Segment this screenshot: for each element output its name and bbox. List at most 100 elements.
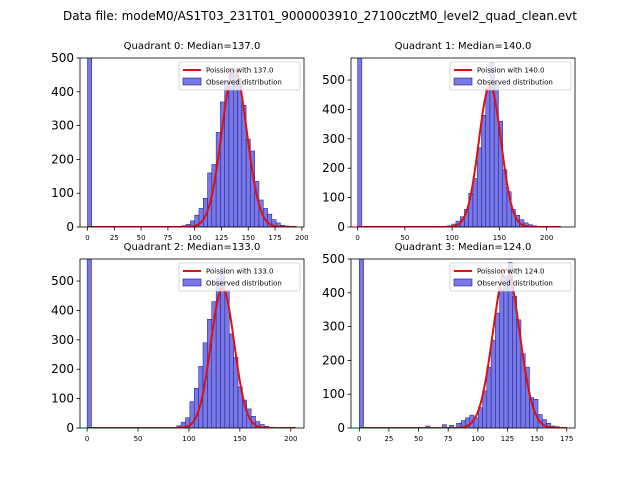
quadrant-0-title: Quadrant 0: Median=137.0: [124, 41, 261, 52]
quadrant-3-legend-box: [449, 262, 572, 292]
quadrant-2-ytick-label: 500: [51, 274, 74, 288]
quadrant-2-xtick-label: 200: [284, 435, 297, 443]
quadrant-0-ytick-label: 300: [51, 119, 74, 133]
figure-suptitle: Data file: modeM0/AS1T03_231T01_90000039…: [63, 9, 577, 23]
quadrant-3-legend-hist-swatch: [453, 278, 473, 287]
quadrant-1-axes-frame: [350, 57, 576, 228]
quadrant-2-title: Quadrant 2: Median=133.0: [124, 242, 261, 253]
quadrant-1-legend-curve-label: Poission with 140.0: [477, 67, 545, 75]
quadrant-3-ytick-label: 100: [322, 387, 345, 401]
quadrant-3-xtick-label: 75: [444, 435, 453, 443]
quadrant-1-legend-hist-label: Observed distribution: [477, 79, 553, 87]
quadrant-3-ytick-label: 0: [337, 421, 345, 435]
quadrant-1-ytick-label: 0: [337, 220, 345, 234]
quadrant-0-legend-hist-swatch: [182, 77, 202, 86]
quadrant-0-histogram-bar: [275, 222, 281, 227]
quadrant-0-xtick-label: 175: [268, 234, 281, 242]
quadrant-2-axes-frame: [79, 258, 305, 429]
quadrant-0-axes-frame: [79, 57, 305, 228]
quadrant-0-poisson-curve: [87, 68, 297, 227]
quadrant-0-histogram-bar: [233, 71, 238, 227]
quadrant-1-title: Quadrant 1: Median=140.0: [395, 41, 532, 52]
quadrant-3-histogram-bar: [490, 339, 496, 428]
quadrant-0-xtick-label: 150: [242, 234, 255, 242]
quadrant-3-histogram-bar: [359, 259, 364, 428]
quadrant-3-axes-frame: [350, 258, 576, 429]
quadrant-2-ytick-label: 300: [51, 333, 74, 347]
quadrant-2-histogram-bar: [86, 259, 92, 428]
quadrant-2-legend-box: [178, 262, 301, 292]
quadrant-1-plot: 0 100 200 300 400 500 0 50 100 150 200 Quadrant 1: …: [322, 41, 576, 242]
quadrant-0-histogram-bar: [228, 72, 234, 227]
quadrant-1-poisson-curve: [357, 84, 561, 227]
quadrant-0-ytick-label: 200: [51, 152, 74, 166]
quadrant-2-xtick-label: 50: [134, 435, 143, 443]
quadrant-0-ytick-label: 0: [66, 220, 74, 234]
quadrant-2-histogram-bar: [229, 333, 234, 428]
quadrant-3-plot: 0 100 200 300 400 500 0 25 50 75 100 125 150 175 Quadr…: [322, 242, 576, 443]
quadrant-3-xtick-label: 0: [357, 435, 361, 443]
quadrant-1-legend-hist-swatch: [453, 77, 473, 86]
quadrant-1-histogram-bar: [485, 88, 491, 227]
quadrant-2-plot: 0 100 200 300 400 500 0 50 100 150 200 Quadrant 2: …: [51, 242, 305, 443]
quadrant-1-xtick-label: 50: [400, 234, 409, 242]
quadrant-0-legend-hist-label: Observed distribution: [206, 79, 282, 87]
quadrant-2-legend-hist-label: Observed distribution: [206, 280, 282, 288]
quadrant-0-xtick-label: 125: [215, 234, 228, 242]
quadrant-2-poisson-curve: [87, 287, 296, 428]
quadrant-3-xtick-label: 50: [414, 435, 423, 443]
quadrant-3-legend-hist-label: Observed distribution: [477, 280, 553, 288]
quadrant-2-xtick-label: 100: [182, 435, 195, 443]
quadrant-3-histogram-bar: [486, 366, 492, 428]
quadrant-2-legend-hist-swatch: [182, 278, 202, 287]
quadrant-3-histogram-bar: [499, 289, 505, 428]
quadrant-2-xtick-label: 0: [85, 435, 89, 443]
quadrant-3-ytick-label: 300: [322, 320, 345, 334]
quadrant-0-xtick-label: 0: [85, 234, 89, 242]
quadrant-0-ytick-label: 400: [51, 85, 74, 99]
quadrant-0-histogram-bar: [237, 78, 243, 227]
quadrant-1-histogram-bar: [472, 178, 478, 227]
quadrant-1-ytick-label: 200: [322, 161, 345, 175]
quadrant-3-xtick-label: 100: [471, 435, 484, 443]
quadrant-0-xtick-label: 75: [163, 234, 172, 242]
quadrant-1-histogram-bar: [481, 115, 486, 227]
quadrant-3-poisson-curve: [359, 268, 567, 428]
quadrant-0-ytick-label: 500: [51, 51, 74, 65]
quadrant-3-histogram-bar: [512, 295, 517, 428]
quadrant-2-ytick-label: 200: [51, 362, 74, 376]
quadrant-3-ytick-label: 400: [322, 286, 345, 300]
quadrant-3-histogram-bar: [456, 423, 461, 428]
quadrant-0-xtick-label: 100: [188, 234, 201, 242]
quadrant-3-histogram-bar: [503, 275, 509, 428]
quadrant-0-ytick-label: 100: [51, 186, 74, 200]
quadrant-1-ytick-label: 400: [322, 102, 345, 116]
quadrant-1-legend-box: [449, 61, 572, 91]
quadrant-0-legend-box: [178, 61, 301, 91]
quadrant-1-ytick-label: 500: [322, 73, 345, 87]
quadrant-1-ytick-label: 100: [322, 191, 345, 205]
quadrant-0-histogram-bar: [87, 58, 93, 227]
quadrant-3-xtick-label: 125: [501, 435, 514, 443]
quadrant-0-xtick-label: 50: [137, 234, 146, 242]
quadrant-0-xtick-label: 25: [110, 234, 119, 242]
quadrant-2-legend-curve-label: Poission with 133.0: [206, 268, 274, 276]
quadrant-2-ytick-label: 400: [51, 303, 74, 317]
quadrant-1-xtick-label: 0: [355, 234, 359, 242]
quadrant-2-histogram-bar: [193, 388, 199, 428]
quadrant-3-legend-curve-label: Poission with 124.0: [477, 268, 545, 276]
quadrant-3-histogram-bar: [495, 312, 500, 428]
quadrant-0-xtick-label: 200: [295, 234, 308, 242]
quadrant-3-xtick-label: 25: [384, 435, 393, 443]
quadrant-1-xtick-label: 150: [493, 234, 506, 242]
quadrant-1-xtick-label: 200: [540, 234, 553, 242]
quadrant-2-ytick-label: 100: [51, 392, 74, 406]
quadrant-1-xtick-label: 100: [445, 234, 458, 242]
quadrant-3-ytick-label: 200: [322, 353, 345, 367]
quadrant-0-legend-curve-label: Poission with 137.0: [206, 67, 274, 75]
quadrant-1-histogram-bar: [476, 147, 482, 227]
quadrant-1-histogram-bar: [357, 58, 363, 227]
quadrant-3-title: Quadrant 3: Median=124.0: [395, 242, 532, 253]
quadrant-0-plot-area: [87, 58, 297, 227]
